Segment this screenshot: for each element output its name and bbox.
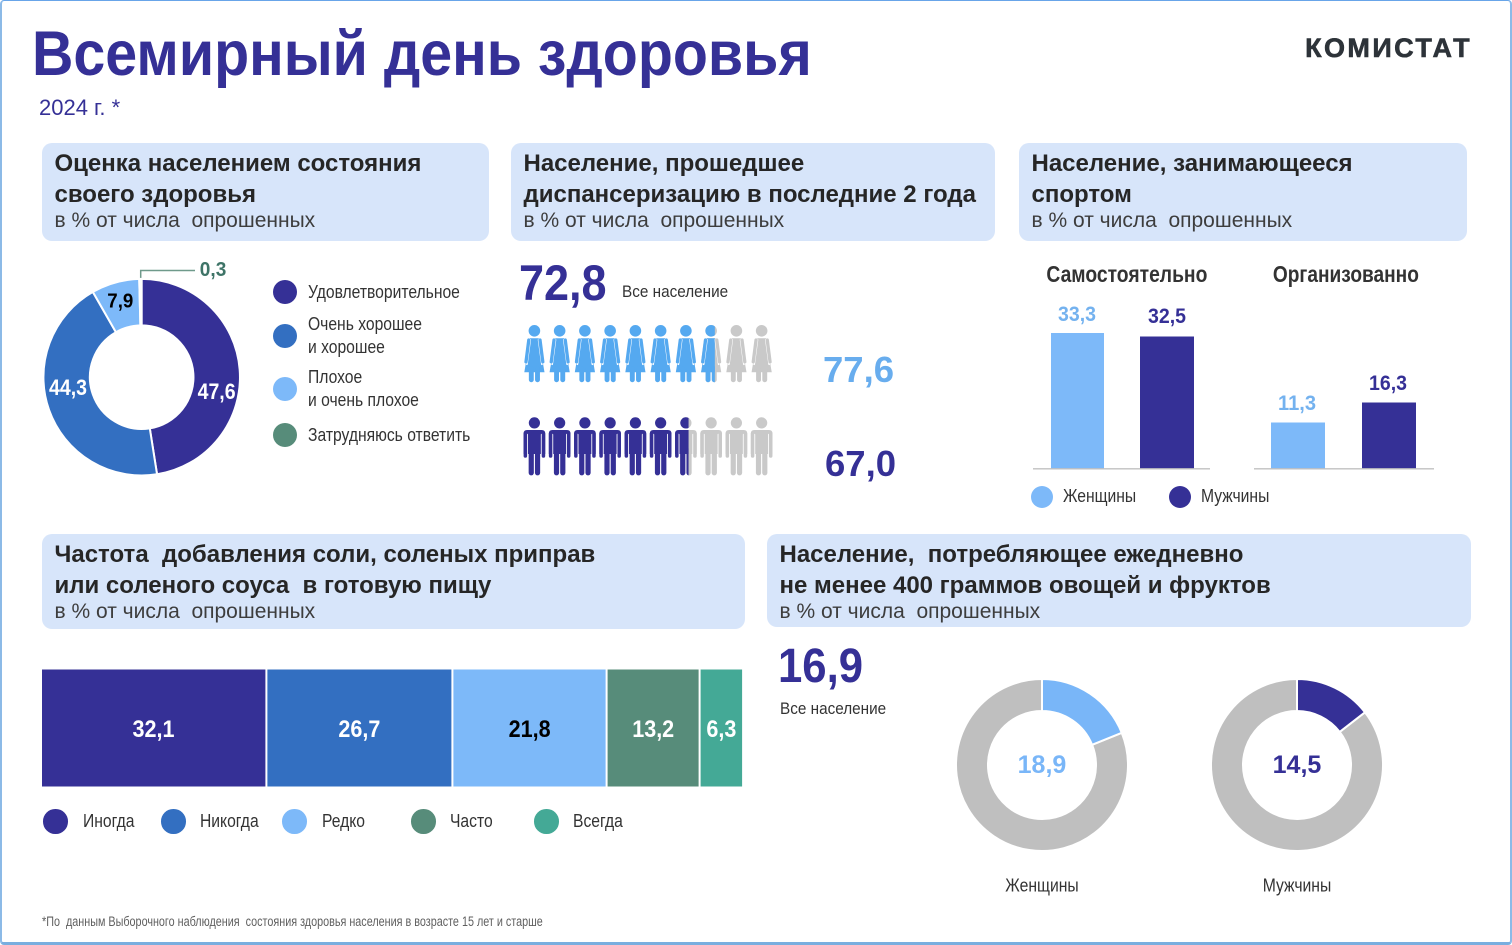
svg-text:16,3: 16,3 (1369, 371, 1407, 395)
svg-text:11,3: 11,3 (1278, 391, 1316, 415)
svg-text:14,5: 14,5 (1273, 751, 1322, 779)
svg-text:47,6: 47,6 (198, 379, 236, 404)
svg-text:6,3: 6,3 (706, 716, 736, 743)
svg-text:26,7: 26,7 (338, 716, 380, 743)
svg-text:44,3: 44,3 (49, 375, 87, 400)
svg-text:32,1: 32,1 (133, 716, 175, 743)
svg-text:Мужчины: Мужчины (1263, 874, 1332, 896)
svg-text:18,9: 18,9 (1018, 751, 1067, 779)
svg-text:13,2: 13,2 (632, 716, 674, 743)
svg-text:7,9: 7,9 (107, 289, 133, 312)
svg-text:Организованно: Организованно (1273, 261, 1419, 287)
svg-text:Самостоятельно: Самостоятельно (1046, 261, 1207, 287)
svg-text:Женщины: Женщины (1005, 874, 1078, 896)
svg-text:33,3: 33,3 (1058, 302, 1096, 326)
svg-text:32,5: 32,5 (1148, 304, 1186, 328)
svg-text:21,8: 21,8 (509, 716, 551, 743)
svg-text:0,3: 0,3 (200, 259, 227, 281)
